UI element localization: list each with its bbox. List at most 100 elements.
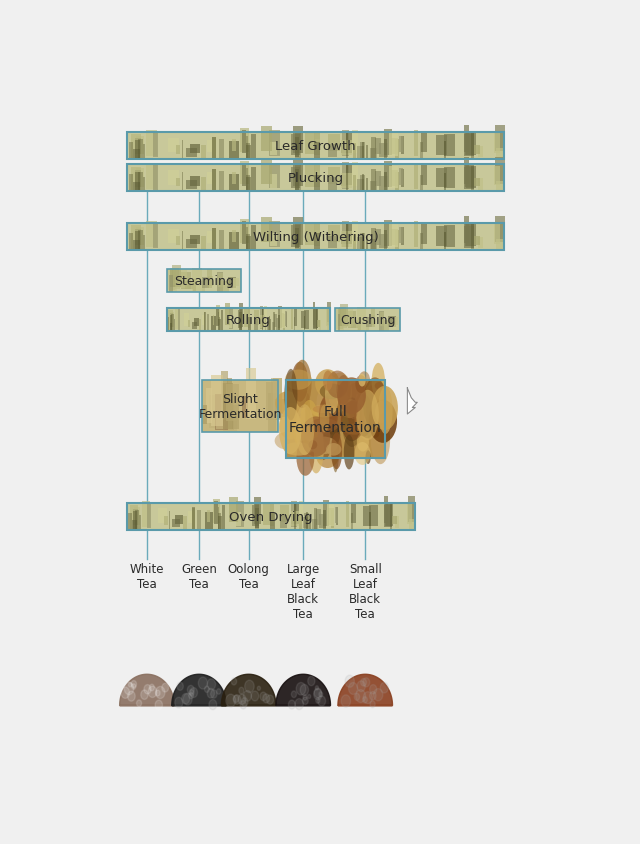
Bar [314,508,317,530]
Bar [218,514,221,530]
Polygon shape [408,388,417,414]
Bar [346,225,352,245]
Bar [326,310,329,327]
Bar [477,146,483,158]
Bar [131,168,141,191]
Bar [351,504,356,523]
Ellipse shape [308,437,337,455]
Bar [375,139,381,154]
Text: Slight
Fermentation: Slight Fermentation [198,392,282,420]
Bar [215,394,228,430]
Bar [181,273,191,289]
Bar [314,143,320,160]
Bar [168,311,173,331]
Text: Rolling: Rolling [226,314,271,327]
Bar [371,229,376,251]
Bar [314,225,320,246]
Bar [444,233,446,251]
Bar [238,311,242,329]
Bar [209,396,223,429]
Circle shape [289,701,295,709]
Ellipse shape [304,430,313,441]
Bar [223,414,237,431]
Bar [217,273,223,293]
Bar [136,169,144,187]
Bar [338,309,344,327]
Bar [272,322,275,331]
Circle shape [349,683,358,695]
Bar [383,140,387,160]
Bar [360,234,365,251]
Bar [495,159,505,185]
Bar [436,227,447,246]
Bar [346,133,348,160]
Bar [495,217,505,243]
Bar [464,217,469,244]
Bar [211,376,223,426]
Bar [266,382,277,420]
Ellipse shape [371,416,390,465]
Bar [371,138,376,160]
Circle shape [136,700,141,706]
Bar [146,222,157,248]
Bar [389,167,399,189]
Bar [246,145,251,160]
Circle shape [149,684,154,691]
Bar [143,177,145,192]
Circle shape [244,680,254,693]
Bar [370,181,377,191]
Circle shape [257,686,260,690]
Circle shape [291,691,296,698]
Ellipse shape [279,412,302,440]
Ellipse shape [320,405,330,433]
Bar [212,170,216,192]
Bar [394,517,399,528]
Bar [360,143,365,160]
Bar [364,506,371,526]
Bar [246,228,248,251]
Bar [198,510,201,530]
Bar [203,405,207,425]
Circle shape [234,695,239,703]
Ellipse shape [308,425,324,473]
Bar [167,271,175,290]
Bar [198,320,201,331]
Bar [184,314,189,326]
Bar [436,168,447,188]
Bar [246,176,250,192]
Bar [135,141,140,160]
Bar [229,233,239,250]
Bar [365,237,368,251]
Bar [129,143,133,160]
Ellipse shape [355,442,371,465]
Ellipse shape [342,415,349,432]
Bar [399,228,403,244]
Bar [236,513,241,527]
Ellipse shape [372,428,380,438]
Bar [327,505,334,527]
Text: Steaming: Steaming [174,275,234,288]
Ellipse shape [291,362,308,403]
Circle shape [124,682,134,695]
Ellipse shape [317,392,324,414]
Ellipse shape [326,443,341,456]
Bar [173,268,178,286]
Ellipse shape [301,417,330,457]
Bar [134,182,140,192]
Bar [218,312,220,332]
Bar [146,131,157,157]
Bar [301,311,306,328]
Bar [392,317,398,325]
Bar [379,235,388,249]
Bar [309,517,311,530]
Bar [464,158,469,186]
Ellipse shape [365,451,371,464]
Ellipse shape [309,419,339,433]
Bar [291,511,299,527]
Bar [393,317,396,329]
Bar [218,516,222,530]
Ellipse shape [355,395,372,437]
Ellipse shape [296,441,314,476]
Ellipse shape [372,387,398,430]
Bar [300,514,301,529]
